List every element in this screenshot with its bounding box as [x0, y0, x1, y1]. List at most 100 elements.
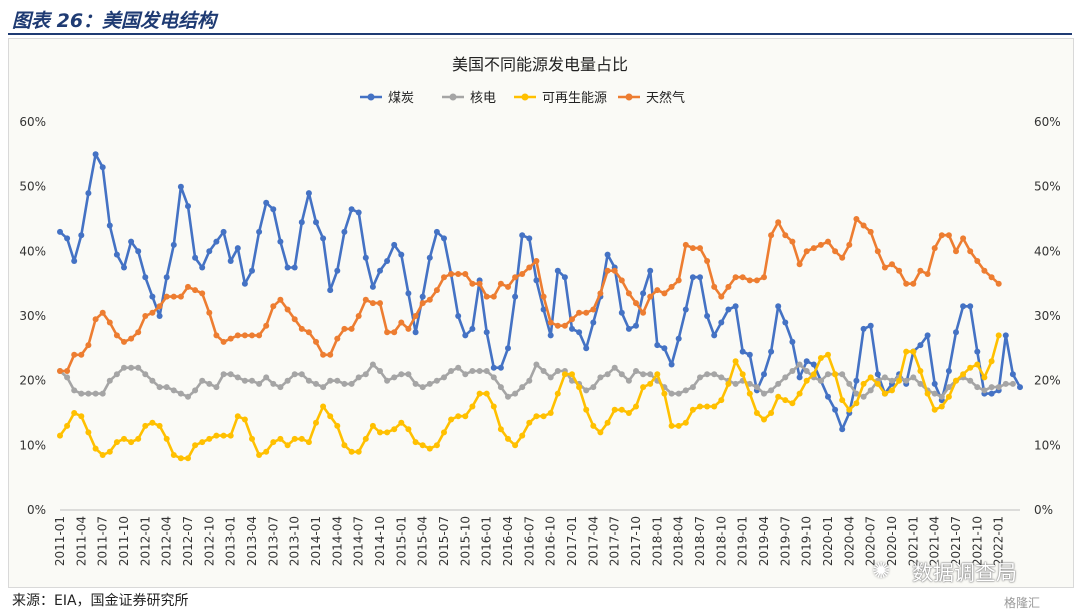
- data-point: [405, 325, 412, 332]
- data-point: [497, 384, 504, 391]
- data-point: [256, 452, 263, 458]
- data-point: [391, 426, 398, 433]
- data-point: [519, 271, 526, 277]
- data-point: [185, 455, 191, 462]
- corner-watermark: 格隆汇: [1004, 596, 1041, 610]
- data-point: [668, 422, 675, 429]
- data-point: [618, 406, 625, 413]
- data-point: [782, 397, 789, 404]
- data-point: [611, 406, 618, 413]
- data-point: [746, 380, 753, 387]
- data-point: [725, 380, 732, 387]
- data-point: [213, 384, 220, 391]
- data-point: [974, 384, 981, 391]
- data-point: [825, 351, 831, 358]
- data-point: [988, 384, 995, 391]
- data-point: [682, 419, 689, 426]
- data-point: [199, 439, 206, 446]
- data-point: [704, 258, 711, 264]
- x-tick-label: 2016-04: [501, 516, 515, 566]
- data-point: [547, 332, 554, 339]
- data-point: [647, 371, 654, 378]
- data-point: [156, 313, 163, 319]
- data-point: [78, 351, 85, 358]
- chart-axes: 0% 0% 10% 10% 20% 20% 30% 30% 40% 40% 50% 50% 60% 60%…: [19, 115, 1060, 566]
- data-point: [917, 342, 924, 349]
- report-header: 图表 26：美国发电结构: [0, 0, 1080, 35]
- data-point: [64, 422, 71, 429]
- data-point: [156, 384, 163, 391]
- data-point: [860, 380, 867, 387]
- data-point: [505, 393, 511, 400]
- data-point: [604, 267, 611, 274]
- data-point: [57, 228, 63, 235]
- data-point: [881, 264, 888, 271]
- data-point: [867, 374, 874, 381]
- data-point: [803, 358, 810, 365]
- data-point: [576, 309, 583, 316]
- data-point: [113, 332, 120, 339]
- data-point: [810, 371, 817, 378]
- data-point: [761, 274, 767, 281]
- data-point: [185, 283, 191, 290]
- data-point: [320, 403, 327, 410]
- data-point: [981, 387, 988, 394]
- data-point: [341, 325, 348, 332]
- data-point: [313, 380, 319, 387]
- data-point: [533, 277, 540, 284]
- data-point: [341, 380, 348, 387]
- data-point: [142, 313, 149, 319]
- data-point: [490, 374, 497, 381]
- series-line: [59, 153, 1022, 431]
- data-point: [668, 283, 675, 290]
- data-point: [647, 293, 654, 300]
- data-point: [803, 248, 810, 255]
- data-point: [945, 232, 952, 239]
- data-point: [384, 329, 391, 336]
- data-point: [448, 416, 455, 423]
- data-point: [433, 377, 440, 384]
- source-note: 来源：EIA，国金证券研究所: [12, 593, 189, 609]
- x-tick-label: 2015-01: [394, 516, 408, 566]
- data-point: [796, 374, 803, 381]
- data-point: [419, 293, 426, 300]
- data-point: [1009, 380, 1016, 387]
- data-point: [433, 228, 440, 235]
- data-point: [867, 387, 874, 394]
- data-point: [945, 368, 952, 374]
- data-point: [590, 306, 597, 313]
- data-point: [391, 241, 398, 248]
- data-point: [227, 258, 234, 264]
- data-point: [113, 251, 120, 258]
- data-point: [163, 274, 170, 281]
- data-point: [284, 442, 291, 449]
- data-point: [881, 374, 888, 381]
- x-tick-label: 2021-01: [906, 516, 920, 566]
- header-rule: [8, 33, 1072, 35]
- data-point: [348, 325, 355, 332]
- data-point: [398, 251, 405, 258]
- y-tick-label-left: 20%: [19, 374, 46, 388]
- data-point: [121, 338, 127, 345]
- data-point: [469, 403, 476, 410]
- data-point: [917, 380, 924, 387]
- data-point: [348, 206, 355, 213]
- data-point: [931, 390, 938, 397]
- data-point: [647, 380, 654, 387]
- data-point: [135, 364, 142, 371]
- data-point: [483, 368, 490, 374]
- data-point: [732, 380, 739, 387]
- data-point: [995, 332, 1002, 339]
- data-point: [512, 274, 519, 281]
- data-point: [291, 435, 298, 442]
- data-point: [654, 371, 661, 378]
- data-point: [853, 400, 860, 407]
- data-point: [462, 332, 469, 339]
- data-point: [761, 390, 767, 397]
- data-point: [128, 335, 135, 342]
- data-point: [853, 216, 860, 222]
- data-point: [419, 384, 426, 391]
- figure-title: 图表 26：美国发电结构: [12, 10, 217, 32]
- x-tick-label: 2019-01: [736, 516, 750, 566]
- data-point: [469, 325, 476, 332]
